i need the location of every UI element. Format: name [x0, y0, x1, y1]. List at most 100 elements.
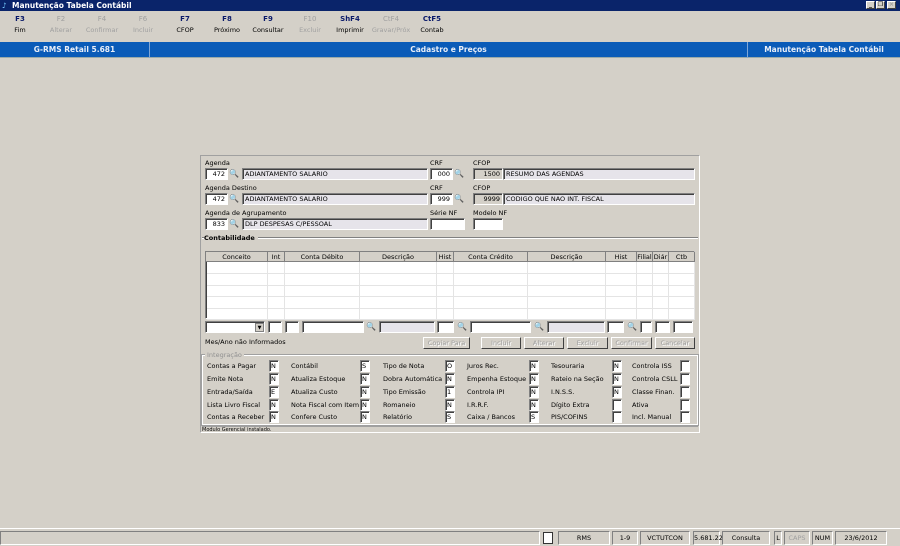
toolbar-button-cfop[interactable]: F7 CFOP [165, 12, 205, 36]
binoculars-icon[interactable]: 🔍 [453, 168, 465, 180]
rateio-na-se-o-input[interactable]: N [612, 373, 622, 385]
tesouraria-input[interactable]: N [612, 360, 622, 372]
agenda-code-input[interactable]: 472 [205, 168, 228, 180]
juros-rec-input[interactable]: N [529, 360, 539, 372]
agenda-desc: ADIANTAMENTO SALARIO [242, 168, 428, 180]
conta-debito-input[interactable] [302, 321, 364, 333]
conceito-combo[interactable] [205, 321, 265, 333]
lista-livro-fiscal-input[interactable]: N [269, 399, 279, 411]
clipboard-icon [543, 532, 553, 544]
confere-custo-input[interactable]: N [360, 411, 370, 423]
toolbar-button-confirmar[interactable]: F4 Confirmar [82, 12, 122, 36]
tipo-de-nota-input[interactable]: O [445, 360, 455, 372]
conta-debito-code-input[interactable] [285, 321, 299, 333]
i-r-r-f-input[interactable]: N [529, 399, 539, 411]
binoculars-icon[interactable]: 🔍 [228, 193, 240, 205]
relat-rio-input[interactable]: S [445, 411, 455, 423]
d-gito-extra-input[interactable] [612, 399, 622, 411]
column-header[interactable]: Hist [437, 252, 454, 262]
toolbar-key: CtF4 [382, 15, 400, 23]
i-n-s-s-input[interactable]: N [612, 386, 622, 398]
column-header[interactable]: Conta Crédito [454, 252, 528, 262]
controla-csll-label: Controla CSLL [632, 375, 678, 383]
controla-ipi-input[interactable]: N [529, 386, 539, 398]
romaneio-input[interactable]: N [445, 399, 455, 411]
contas-a-receber-input[interactable]: N [269, 411, 279, 423]
modelo-nf-input[interactable] [473, 218, 503, 230]
alterar-button[interactable]: Alterar [524, 337, 564, 349]
atualiza-estoque-label: Atualiza Estoque [291, 375, 346, 383]
romaneio-label: Romaneio [383, 401, 416, 409]
caixa-bancos-input[interactable]: S [529, 411, 539, 423]
column-header[interactable]: Descrição [528, 252, 606, 262]
dobra-autom-tica-input[interactable]: N [445, 373, 455, 385]
agenda-destino-code-input[interactable]: 472 [205, 193, 228, 205]
nota-fiscal-com-item-label: Nota Fiscal com Item [291, 401, 360, 409]
diario-input[interactable] [655, 321, 670, 333]
column-header[interactable]: Hist [606, 252, 637, 262]
crf-destino-input[interactable]: 999 [430, 193, 453, 205]
cont-bil-input[interactable]: S [360, 360, 370, 372]
ativa-input[interactable] [680, 399, 690, 411]
grid-column [206, 262, 268, 319]
column-header[interactable]: Diár [653, 252, 669, 262]
column-header[interactable]: Filial [637, 252, 653, 262]
hist-debito-input[interactable] [437, 321, 454, 333]
restore-button[interactable]: ❐ [876, 1, 885, 9]
classe-finan-input[interactable] [680, 386, 690, 398]
tipo-emiss-o-input[interactable]: 1 [445, 386, 455, 398]
incluir-button[interactable]: Incluir [481, 337, 521, 349]
controla-iss-input[interactable] [680, 360, 690, 372]
chevron-down-icon[interactable]: ▼ [255, 323, 264, 332]
toolbar-button-imprimir[interactable]: ShF4 Imprimir [330, 12, 370, 36]
agenda-agrupamento-code-input[interactable]: 833 [205, 218, 228, 230]
copiarpara-button[interactable]: Copiar Para [423, 337, 470, 349]
crf-input[interactable]: 000 [430, 168, 453, 180]
panel-status: Modulo Gerencial instalado. [202, 426, 698, 433]
serie-nf-input[interactable] [430, 218, 465, 230]
close-button[interactable]: × [887, 1, 896, 9]
binoculars-icon[interactable]: 🔍 [626, 321, 638, 333]
incl-manual-input[interactable] [680, 411, 690, 423]
toolbar-button-fim[interactable]: F3 Fim [0, 12, 40, 36]
entrada-sa-da-input[interactable]: E [269, 386, 279, 398]
binoculars-icon[interactable]: 🔍 [228, 218, 240, 230]
cancelar-button[interactable]: Cancelar [655, 337, 695, 349]
column-header[interactable]: Int [268, 252, 285, 262]
toolbar-button-incluir[interactable]: F6 Incluir [123, 12, 163, 36]
ctb-input[interactable] [673, 321, 693, 333]
toolbar-button-consultar[interactable]: F9 Consultar [248, 12, 288, 36]
filial-input[interactable] [640, 321, 652, 333]
binoculars-icon[interactable]: 🔍 [365, 321, 377, 333]
column-header[interactable]: Ctb [669, 252, 695, 262]
atualiza-custo-input[interactable]: N [360, 386, 370, 398]
binoculars-icon[interactable]: 🔍 [533, 321, 545, 333]
emite-nota-input[interactable]: N [269, 373, 279, 385]
tipo-emiss-o-label: Tipo Emissão [383, 388, 426, 396]
hist-credito-input[interactable] [607, 321, 624, 333]
contabilidade-grid[interactable]: Conceito Int Conta Débito Descrição Hist Cont… [205, 251, 695, 320]
header-band: G-RMS Retail 5.681 Cadastro e Preços Man… [0, 42, 900, 58]
column-header[interactable]: Conceito [206, 252, 268, 262]
column-header[interactable]: Descrição [360, 252, 437, 262]
atualiza-estoque-input[interactable]: N [360, 373, 370, 385]
toolbar-button-gravarprx[interactable]: CtF4 Gravar/Próx [371, 12, 411, 36]
confirmar-button[interactable]: Confirmar [611, 337, 652, 349]
minimize-button[interactable]: _ [866, 1, 875, 9]
column-header[interactable]: Conta Débito [285, 252, 360, 262]
empenha-estoque-input[interactable]: N [529, 373, 539, 385]
excluir-button[interactable]: Excluir [567, 337, 608, 349]
toolbar-button-alterar[interactable]: F2 Alterar [41, 12, 81, 36]
binoculars-icon[interactable]: 🔍 [453, 193, 465, 205]
toolbar-button-prximo[interactable]: F8 Próximo [207, 12, 247, 36]
controla-csll-input[interactable] [680, 373, 690, 385]
int-input[interactable] [268, 321, 282, 333]
nota-fiscal-com-item-input[interactable]: N [360, 399, 370, 411]
conta-credito-input[interactable] [470, 321, 531, 333]
binoculars-icon[interactable]: 🔍 [228, 168, 240, 180]
pis-cofins-input[interactable] [612, 411, 622, 423]
contas-a-pagar-input[interactable]: N [269, 360, 279, 372]
binoculars-icon[interactable]: 🔍 [456, 321, 468, 333]
toolbar-button-contab[interactable]: CtF5 Contab [412, 12, 452, 36]
toolbar-button-excluir[interactable]: F10 Excluir [290, 12, 330, 36]
